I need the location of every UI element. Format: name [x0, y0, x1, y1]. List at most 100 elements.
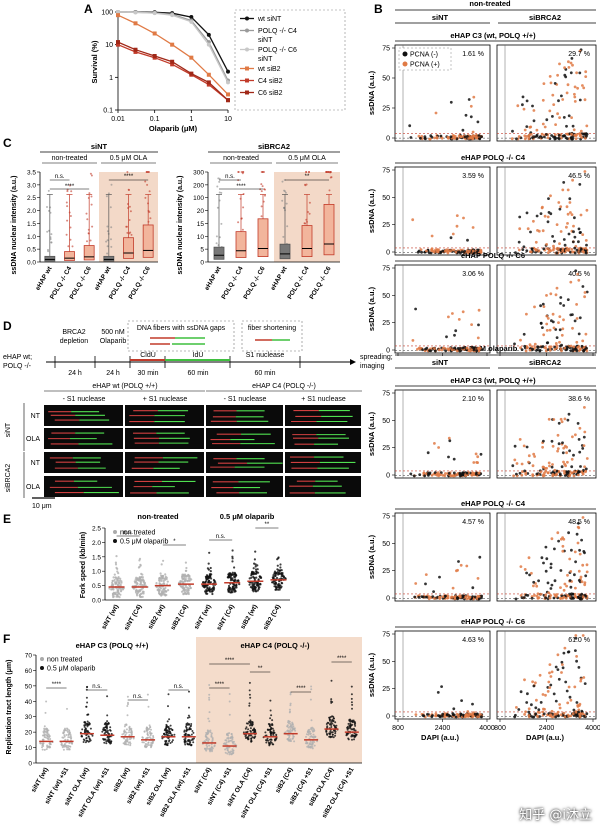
panel-e-point — [158, 592, 161, 596]
panel-b-point — [566, 701, 570, 705]
panel-b-ylabel: ssDNA (a.u.) — [367, 286, 376, 331]
panel-e-point — [238, 583, 241, 586]
panel-b-point — [469, 104, 473, 108]
panel-b-point — [581, 447, 585, 450]
panel-b-point — [550, 670, 554, 674]
panel-f-point — [103, 726, 106, 729]
panel-f-point — [126, 714, 129, 717]
panel-b-point — [551, 248, 555, 252]
panel-c-outlier — [86, 240, 88, 243]
panel-f-point — [129, 742, 132, 745]
panel-f-point — [107, 722, 110, 725]
panel-e-point — [253, 587, 256, 590]
panel-b-point — [566, 650, 570, 654]
panel-b-point — [583, 583, 587, 587]
panel-e-point — [185, 566, 188, 570]
panel-b-point — [542, 465, 545, 469]
panel-e-point — [167, 589, 170, 592]
panel-b-point — [538, 348, 542, 352]
panel-b-point — [531, 474, 535, 478]
panel-b-point — [454, 595, 457, 598]
panel-e-point — [232, 587, 235, 591]
panel-b-point — [545, 314, 549, 318]
panel-a-legend-label: wt siNT — [257, 16, 282, 23]
panel-b-point — [541, 326, 544, 329]
panel-e-point — [115, 582, 118, 585]
panel-b-point — [428, 471, 432, 475]
panel-b-point — [477, 471, 481, 475]
panel-b-point — [576, 525, 580, 529]
panel-e-point — [139, 581, 143, 585]
panel-b-point — [423, 474, 427, 478]
panel-f-point — [205, 749, 208, 752]
panel-b-point — [411, 339, 415, 342]
panel-b-point — [479, 452, 483, 456]
panel-f-point — [328, 723, 331, 726]
panel-b-point — [477, 308, 481, 312]
panel-f-point — [289, 710, 291, 713]
panel-b-point — [571, 63, 574, 67]
panel-e-sig: * — [173, 539, 176, 545]
panel-f-point — [165, 725, 168, 728]
panel-b-point — [543, 135, 546, 139]
panel-f-category: siNT (wt) — [30, 767, 50, 794]
panel-b-point — [575, 71, 578, 75]
panel-b-ytick-label: 75 — [382, 391, 390, 398]
panel-f-point — [289, 725, 292, 728]
panel-f-point — [353, 729, 356, 732]
panel-c-nontreated: non-treated — [223, 155, 259, 162]
panel-e-point — [187, 589, 190, 592]
panel-b-point — [475, 349, 479, 353]
panel-f-point — [84, 722, 87, 725]
panel-b-point — [534, 706, 538, 710]
panel-b-point — [477, 251, 481, 255]
panel-f-point — [146, 743, 148, 746]
panel-b-point — [542, 247, 546, 251]
panel-f-point — [184, 737, 187, 740]
panel-a-series-line — [117, 14, 229, 95]
panel-a-legend-label: POLQ -/- C4 — [258, 28, 297, 35]
panel-b-point — [433, 597, 436, 600]
panel-b-point — [558, 207, 562, 211]
panel-f-point — [351, 703, 354, 706]
panel-b-point — [557, 677, 561, 681]
panel-f-point — [351, 719, 354, 722]
panel-b-point — [445, 335, 448, 339]
panel-f-point — [66, 748, 69, 751]
panel-b-point — [575, 659, 578, 663]
panel-f-point — [353, 738, 355, 741]
panel-f-point — [84, 741, 87, 744]
panel-b-point — [568, 473, 572, 477]
panel-b-point — [545, 557, 549, 561]
panel-f-point — [351, 707, 353, 710]
panel-f-point — [308, 730, 311, 733]
panel-f-point — [103, 723, 106, 726]
panel-b-point — [514, 597, 518, 601]
panel-c-outlier — [49, 238, 52, 240]
panel-b-point — [570, 597, 573, 600]
panel-b-point — [453, 346, 457, 350]
panel-b-point — [536, 592, 540, 596]
panel-b-point — [556, 653, 560, 657]
panel-f-point — [171, 729, 174, 732]
panel-b-point — [568, 197, 572, 201]
panel-f-point — [65, 744, 68, 747]
panel-b-point — [569, 344, 573, 348]
panel-f-point — [167, 693, 170, 696]
panel-b-point — [540, 132, 544, 136]
panel-b-point — [448, 439, 452, 443]
panel-b-ylabel: ssDNA (a.u.) — [367, 411, 376, 456]
panel-b-point — [533, 135, 537, 139]
panel-f-point — [190, 723, 193, 725]
panel-e-point — [255, 583, 258, 587]
panel-b-point — [574, 433, 577, 437]
panel-b-point — [519, 346, 522, 350]
panel-b-xtick-label: 800 — [392, 725, 404, 732]
panel-f-point — [305, 735, 307, 738]
panel-b-point — [456, 568, 459, 572]
panel-b-point — [525, 346, 529, 350]
panel-b-point — [535, 698, 538, 702]
panel-f-point — [64, 727, 66, 730]
panel-b-point — [558, 703, 561, 706]
panel-f-point — [231, 738, 234, 741]
